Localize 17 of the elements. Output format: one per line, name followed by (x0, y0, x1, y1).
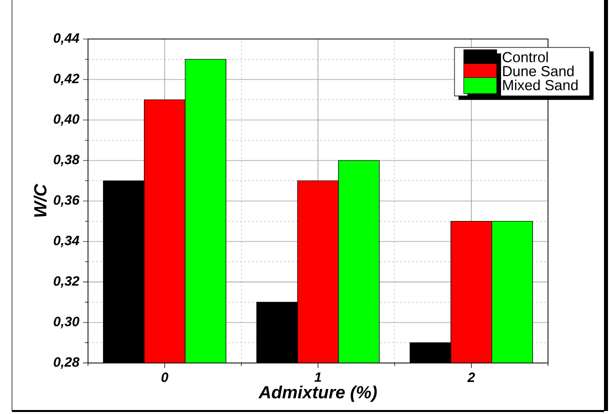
legend-label: Mixed Sand (503, 80, 578, 90)
x-axis-title: Admixture (%) (258, 386, 377, 402)
y-tick-label: 0,28 (54, 357, 80, 369)
x-tick-label: 0 (161, 372, 168, 382)
y-tick-label: 0,42 (54, 74, 80, 86)
y-tick-label: 0,30 (54, 316, 80, 328)
y-tick-label: 0,34 (54, 236, 80, 248)
y-tick-label: 0,44 (54, 33, 80, 45)
y-tick-label: 0,38 (54, 154, 80, 166)
y-tick-label: 0,36 (54, 195, 80, 207)
x-tick-label: 1 (314, 372, 322, 382)
y-axis-title: W/C (34, 184, 47, 217)
y-tick-label: 0,32 (54, 276, 80, 288)
legend-label: Dune Sand (503, 66, 574, 76)
x-tick-label: 2 (467, 372, 475, 382)
legend-label: Control (502, 52, 548, 62)
y-tick-label: 0,40 (54, 114, 80, 126)
